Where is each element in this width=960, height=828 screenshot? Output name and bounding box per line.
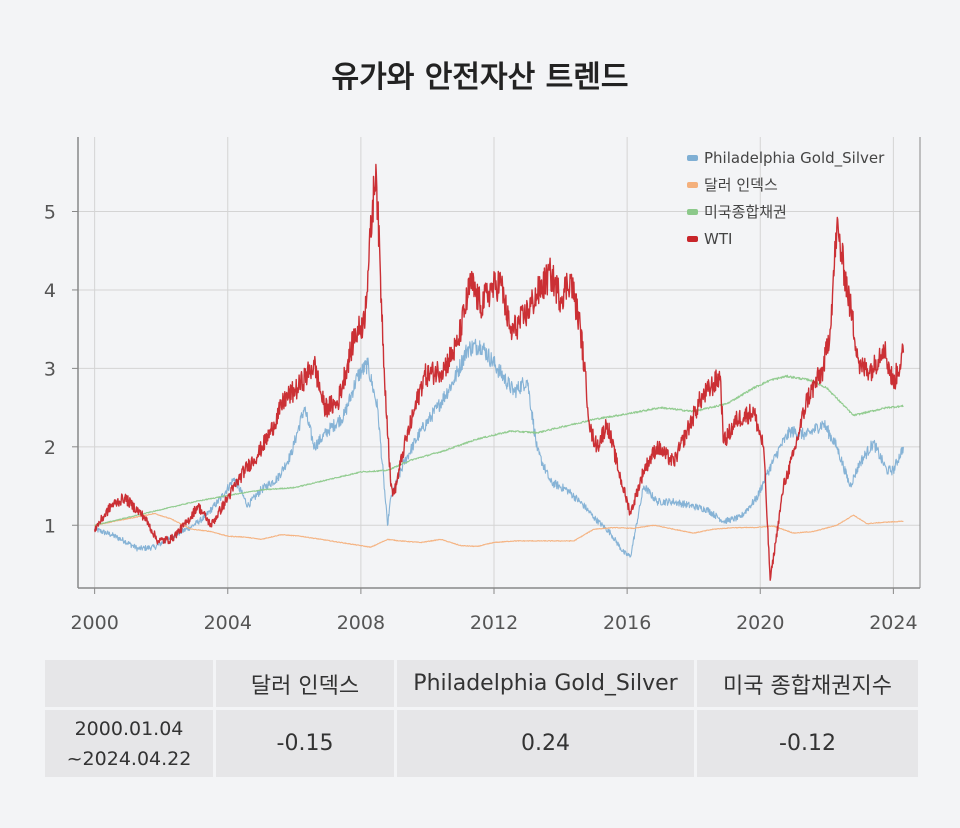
x-tick-label: 2024 xyxy=(869,612,917,634)
x-tick-label: 2004 xyxy=(204,612,252,634)
header-cell-gold-silver: Philadelphia Gold_Silver xyxy=(397,660,694,707)
corr-value-bond-index: -0.12 xyxy=(697,710,918,777)
legend-label-gold-silver: Philadelphia Gold_Silver xyxy=(704,149,885,168)
series-line-wti xyxy=(93,163,905,581)
x-tick-label: 2020 xyxy=(736,612,784,634)
line-chart: 2000 2004 2008 2012 2016 2020 2024 1 2 3 4 5 Philad… xyxy=(44,137,921,634)
grid xyxy=(78,137,920,588)
y-tick-label: 1 xyxy=(44,515,56,537)
y-tick-label: 3 xyxy=(44,358,56,380)
chart-title: 유가와 안전자산 트렌드 xyxy=(331,60,629,95)
corr-value-gold-silver: 0.24 xyxy=(397,710,694,777)
x-tick-label: 2008 xyxy=(337,612,385,634)
header-cell-bond-index: 미국 종합채권지수 xyxy=(697,660,918,707)
legend-label-bond-index: 미국종합채권 xyxy=(704,203,787,221)
y-tick-label: 5 xyxy=(44,202,56,224)
y-tick-label: 4 xyxy=(44,280,56,302)
table-row: 2000.01.04 ~2024.04.22 -0.15 0.24 -0.12 xyxy=(45,710,918,777)
legend-swatch-dollar-index xyxy=(687,182,698,188)
axes: 2000 2004 2008 2012 2016 2020 2024 1 2 3 4 5 xyxy=(44,137,921,634)
legend-label-wti: WTI xyxy=(704,230,732,248)
legend-swatch-gold-silver xyxy=(687,155,698,161)
legend-swatch-wti xyxy=(687,236,698,242)
series-line-dollar-index xyxy=(94,512,904,548)
period-cell: 2000.01.04 ~2024.04.22 xyxy=(45,710,213,777)
correlation-table: 달러 인덱스 Philadelphia Gold_Silver 미국 종합채권지… xyxy=(42,657,921,780)
corr-value-dollar-index: -0.15 xyxy=(216,710,394,777)
period-start: 2000.01.04 xyxy=(74,717,184,740)
plot-area xyxy=(78,137,920,588)
series-lines xyxy=(93,163,905,581)
period-end: ~2024.04.22 xyxy=(66,747,192,770)
x-tick-label: 2012 xyxy=(470,612,518,634)
x-tick-label: 2016 xyxy=(603,612,651,634)
header-cell-dollar-index: 달러 인덱스 xyxy=(216,660,394,707)
y-tick-label: 2 xyxy=(44,437,56,459)
x-tick-label: 2000 xyxy=(70,612,118,634)
legend-label-dollar-index: 달러 인덱스 xyxy=(704,176,778,194)
legend-swatch-bond-index xyxy=(687,209,698,215)
series-line-gold-silver xyxy=(94,338,904,558)
header-cell-empty xyxy=(45,660,213,707)
table-header-row: 달러 인덱스 Philadelphia Gold_Silver 미국 종합채권지… xyxy=(45,660,918,707)
